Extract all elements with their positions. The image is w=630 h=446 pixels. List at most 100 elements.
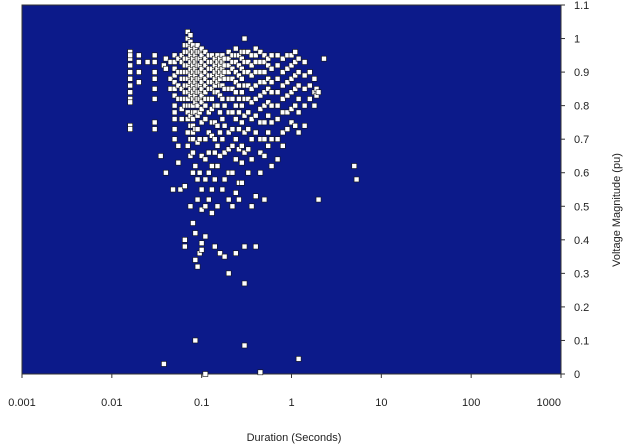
data-point [284, 126, 291, 132]
data-point [205, 169, 212, 176]
data-point [252, 52, 259, 59]
data-point [233, 116, 239, 122]
data-point [252, 45, 259, 52]
data-point [268, 52, 275, 59]
data-point [311, 76, 318, 82]
data-point [245, 146, 252, 153]
data-point [307, 69, 313, 75]
data-point [205, 149, 212, 156]
data-point [151, 96, 158, 102]
data-point [229, 96, 236, 102]
data-point [205, 196, 212, 203]
data-point [252, 96, 259, 102]
data-point [194, 102, 201, 109]
data-point [236, 96, 242, 102]
data-point [151, 119, 158, 126]
data-point [194, 42, 201, 49]
data-point [182, 183, 188, 189]
data-point [171, 136, 178, 142]
data-point [198, 86, 205, 92]
data-point [229, 65, 236, 72]
data-point [274, 116, 281, 122]
data-point [198, 72, 205, 79]
data-point [151, 59, 158, 65]
x-tick-label: 0.1 [194, 397, 209, 409]
data-point [295, 69, 302, 75]
data-point [202, 69, 209, 75]
data-point [248, 116, 255, 122]
data-point [229, 109, 236, 116]
data-point [265, 55, 271, 62]
data-point [190, 116, 196, 122]
data-point [175, 159, 182, 166]
data-point [202, 203, 209, 210]
data-point [151, 76, 158, 82]
data-point [292, 102, 299, 109]
data-point [171, 72, 178, 79]
data-point [284, 92, 291, 99]
data-point [236, 109, 242, 116]
data-point [190, 149, 196, 156]
data-point [225, 49, 232, 55]
data-point [184, 143, 191, 149]
data-point [265, 129, 271, 136]
data-point [257, 169, 264, 176]
data-point [175, 82, 182, 89]
data-point [198, 206, 205, 213]
data-point [252, 193, 259, 200]
data-point [225, 129, 232, 136]
data-point [196, 169, 203, 176]
data-point [209, 210, 215, 216]
data-point [301, 72, 308, 79]
data-point [171, 126, 178, 132]
data-point [233, 190, 239, 196]
data-point [194, 263, 201, 270]
data-point [205, 129, 212, 136]
data-point [198, 59, 205, 65]
data-point [219, 96, 226, 102]
data-point [233, 79, 239, 85]
y-tick-label: 0.9 [574, 67, 589, 79]
data-point [241, 342, 248, 349]
data-point [261, 119, 268, 126]
data-point [288, 89, 295, 96]
data-point [211, 243, 218, 250]
y-tick-label: 1 [574, 34, 580, 46]
y-tick-label: 0.4 [574, 235, 589, 247]
data-point [196, 136, 203, 142]
data-point [268, 65, 275, 72]
data-point [257, 49, 264, 55]
data-point [151, 52, 158, 59]
data-point [261, 136, 268, 142]
data-point [127, 62, 133, 69]
data-point [202, 156, 209, 163]
data-point [178, 106, 185, 112]
data-point [257, 106, 264, 112]
data-point [163, 55, 169, 62]
data-point [225, 146, 232, 153]
data-point [209, 96, 215, 102]
data-point [190, 136, 196, 142]
y-axis: 0 0.1 0.2 0.3 0.4 0.5 0.6 0.7 0.8 0.9 1 1.1 [561, 0, 589, 381]
data-point [248, 156, 255, 163]
data-point [295, 96, 302, 102]
data-point [315, 196, 322, 203]
data-point [198, 52, 205, 59]
y-tick-label: 0.6 [574, 168, 589, 180]
data-point [301, 86, 308, 92]
data-point [236, 146, 242, 153]
data-point [261, 196, 268, 203]
data-point [236, 196, 242, 203]
data-point [127, 52, 133, 59]
data-point [157, 153, 164, 159]
data-point [284, 79, 291, 85]
data-point [127, 69, 133, 75]
data-point [261, 102, 268, 109]
data-point [239, 179, 245, 186]
data-point [233, 156, 239, 163]
data-point [279, 82, 286, 89]
data-point [288, 52, 295, 59]
data-point [279, 96, 286, 102]
data-point [202, 82, 209, 89]
